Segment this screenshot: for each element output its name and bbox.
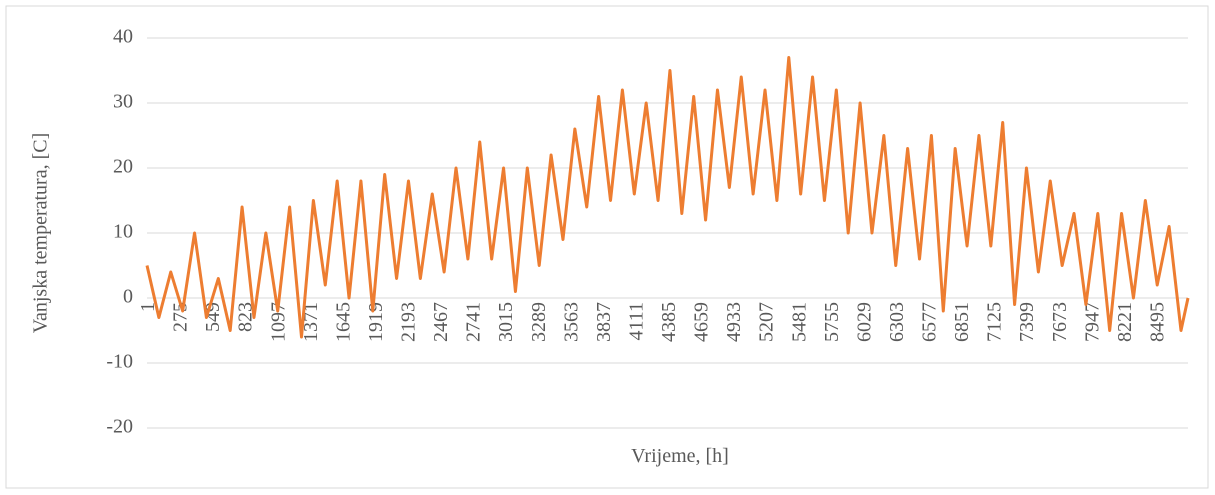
series-line: [145, 56, 1190, 339]
x-tick-label: 2193: [398, 302, 420, 342]
x-tick-label: 3289: [528, 302, 550, 342]
x-tick-label: 3563: [560, 302, 582, 342]
x-tick-label: 4111: [625, 302, 647, 341]
x-tick-label: 7947: [1081, 302, 1103, 342]
y-axis-label: Vanjska temperatura, [C]: [30, 133, 52, 333]
y-tick-label: 0: [123, 286, 133, 308]
x-tick-label: 6029: [853, 302, 875, 342]
x-tick-label: 1371: [300, 302, 322, 342]
x-tick-label: 3015: [495, 302, 517, 342]
x-tick-label: 3837: [593, 302, 615, 342]
x-tick-label: 4385: [658, 302, 680, 342]
x-axis-label: Vrijeme, [h]: [631, 445, 729, 467]
x-tick-label: 7125: [984, 302, 1006, 342]
x-tick-label: 1: [137, 302, 159, 312]
y-tick-label: -20: [106, 416, 133, 438]
y-tick-label: 10: [113, 221, 133, 243]
x-tick-label: 5481: [788, 302, 810, 342]
x-tick-label: 6303: [886, 302, 908, 342]
y-tick-label: 20: [113, 156, 133, 178]
x-tick-label: 5207: [756, 302, 778, 342]
x-tick-label: 8495: [1147, 302, 1169, 342]
x-tick-label: 7399: [1016, 302, 1038, 342]
x-tick-label: 275: [170, 302, 192, 332]
x-tick-label: 5755: [821, 302, 843, 342]
y-tick-label: 40: [113, 26, 133, 48]
x-tick-label: 6851: [951, 302, 973, 342]
x-tick-label: 1097: [267, 302, 289, 342]
x-tick-label: 2467: [430, 302, 452, 342]
y-tick-label: 30: [113, 91, 133, 113]
x-tick-label: 4933: [723, 302, 745, 342]
x-tick-label: 7673: [1049, 302, 1071, 342]
x-tick-label: 2741: [463, 302, 485, 342]
x-tick-label: 1919: [365, 302, 387, 342]
x-tick-label: 1645: [332, 302, 354, 342]
x-tick-label: 8221: [1114, 302, 1136, 342]
x-tick-label: 6577: [919, 302, 941, 342]
x-tick-label: 823: [235, 302, 257, 332]
x-tick-label: 4659: [691, 302, 713, 342]
y-tick-label: -10: [106, 351, 133, 373]
chart-border: [5, 5, 1209, 489]
